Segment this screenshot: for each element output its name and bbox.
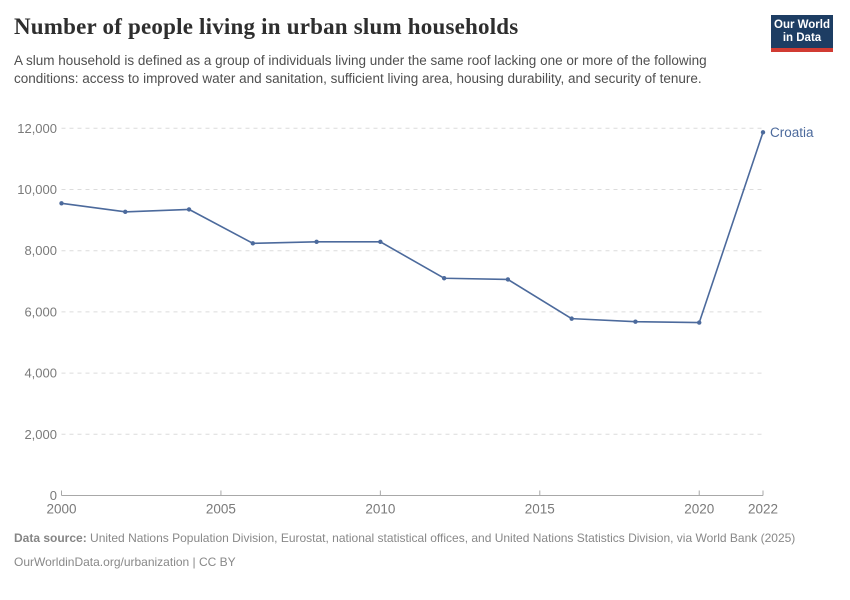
data-point[interactable] <box>633 319 638 324</box>
x-tick-label: 2005 <box>206 502 236 517</box>
owid-logo-line1: Our World <box>774 19 831 31</box>
data-source-text: United Nations Population Division, Euro… <box>90 531 796 545</box>
data-point[interactable] <box>569 316 574 321</box>
x-axis-labels: 2000 2005 2010 2015 2020 2022 <box>46 502 778 517</box>
y-tick-label: 0 <box>50 488 57 503</box>
y-tick-label: 2,000 <box>24 427 57 442</box>
chart-subtitle: A slum household is defined as a group o… <box>14 53 707 86</box>
y-tick-label: 4,000 <box>24 366 57 381</box>
data-point[interactable] <box>505 277 511 282</box>
data-point[interactable] <box>760 130 766 135</box>
data-point[interactable] <box>378 239 383 245</box>
data-point[interactable] <box>697 320 702 325</box>
data-source-line: Data source: United Nations Population D… <box>14 530 820 547</box>
data-line <box>60 131 764 324</box>
owid-logo-line2: in Data <box>782 32 822 44</box>
data-source-label: Data source: <box>14 531 87 545</box>
x-tick-label: 2022 <box>748 502 778 517</box>
data-points <box>59 130 766 325</box>
data-point[interactable] <box>314 239 319 245</box>
x-tick-label: 2015 <box>525 502 555 517</box>
y-gridlines <box>61 127 763 435</box>
data-point[interactable] <box>186 207 192 212</box>
data-point[interactable] <box>250 241 256 246</box>
data-point[interactable] <box>441 276 447 281</box>
y-tick-label: 12,000 <box>17 121 57 136</box>
x-axis <box>61 490 764 496</box>
x-tick-label: 2020 <box>684 502 714 517</box>
data-point[interactable] <box>59 201 64 206</box>
y-tick-label: 10,000 <box>17 182 57 197</box>
license-line: OurWorldinData.org/urbanization | CC BY <box>14 555 236 569</box>
y-axis-labels: 0 2,000 4,000 6,000 8,000 10,000 12,000 <box>17 121 57 503</box>
series-end-label: Croatia <box>770 125 814 140</box>
y-tick-label: 6,000 <box>24 304 57 319</box>
y-tick-label: 8,000 <box>24 243 57 258</box>
chart-footer: Data source: United Nations Population D… <box>14 530 820 571</box>
owid-logo-accent-bar <box>771 48 833 52</box>
owid-logo: Our World in Data <box>771 15 833 52</box>
x-tick-label: 2010 <box>365 502 395 517</box>
x-tick-label: 2000 <box>46 502 76 517</box>
page-title: Number of people living in urban slum ho… <box>14 14 519 39</box>
data-point[interactable] <box>123 209 128 215</box>
